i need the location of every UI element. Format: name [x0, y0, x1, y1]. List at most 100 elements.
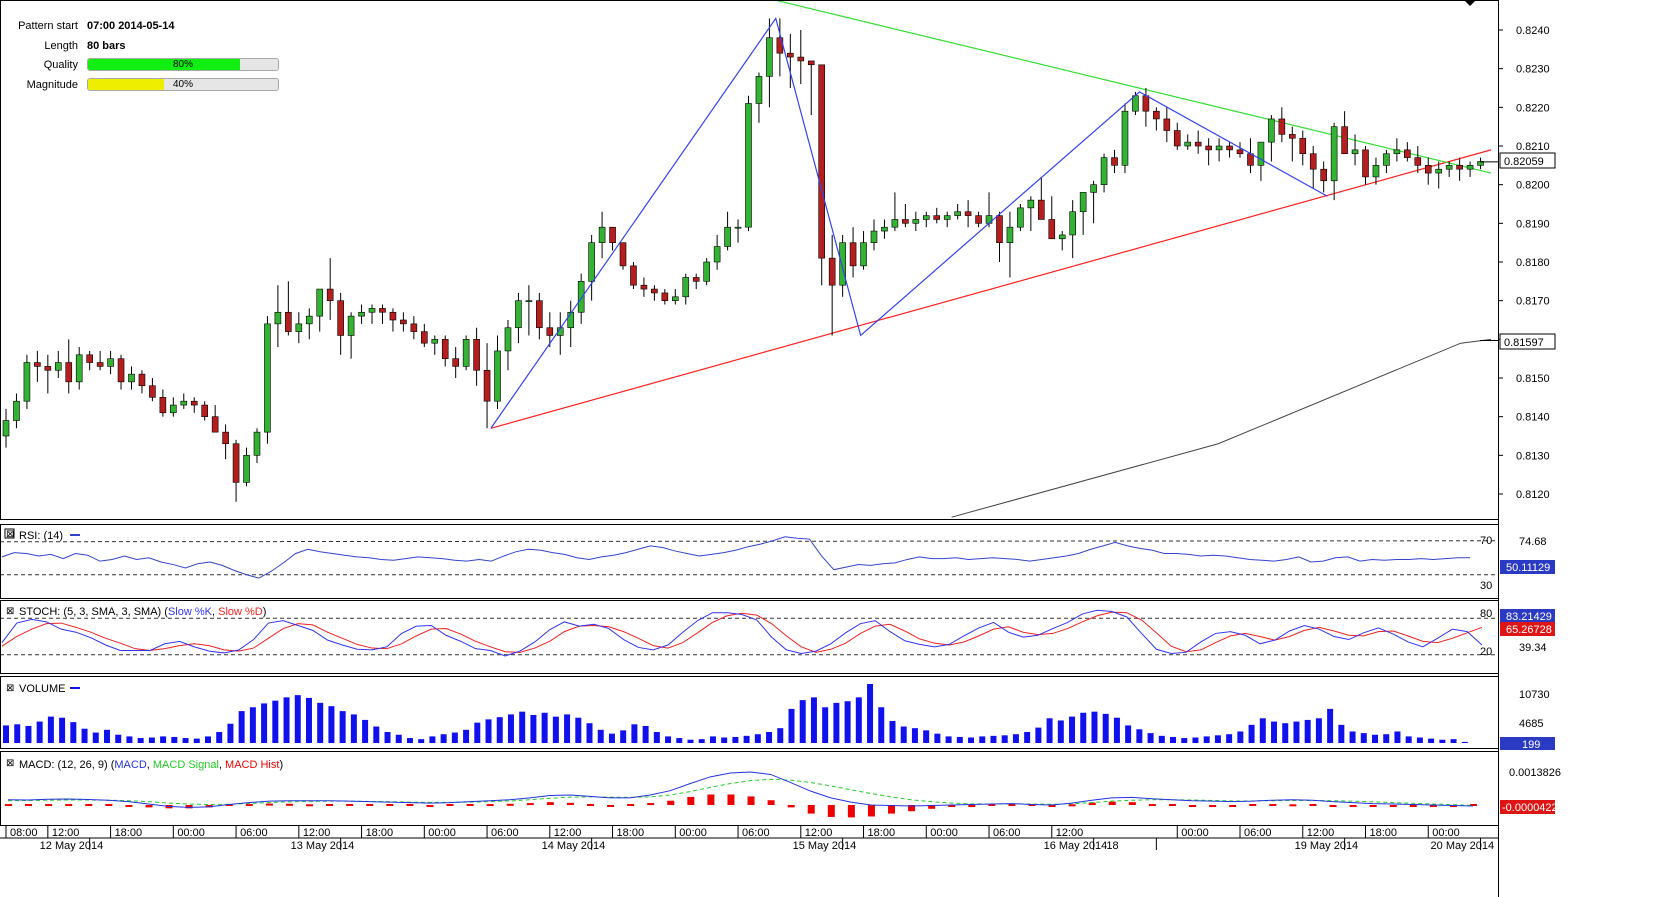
candle-body: [1079, 192, 1087, 213]
macd-hist-bar: [245, 804, 253, 807]
candle-body: [96, 362, 104, 367]
hour-tick-label: 06:00: [1244, 827, 1272, 839]
macd-tick: 0.0013826: [1509, 767, 1561, 779]
rsi-current-tag: [1500, 560, 1555, 574]
volume-bar: [81, 728, 88, 743]
macd-hist-bar: [707, 794, 715, 805]
volume-bar: [1259, 718, 1266, 743]
volume-collapse-mark[interactable]: ⊠: [6, 683, 14, 694]
hour-tick-label: 12:00: [554, 827, 582, 839]
volume-bar: [1214, 735, 1221, 743]
hour-tick-label: 18:00: [1370, 827, 1398, 839]
rsi-collapse-icon[interactable]: [4, 528, 15, 539]
date-tick-label: 18: [1106, 840, 1118, 852]
volume-bar: [1349, 731, 1356, 743]
length-value: 80 bars: [87, 40, 126, 52]
macd-panel[interactable]: [5, 771, 1477, 818]
macd-hist-bar: [787, 805, 795, 808]
candle-body: [630, 265, 637, 286]
hour-tick-label: 00:00: [930, 827, 958, 839]
macd-hist-bar: [566, 802, 574, 805]
candle-body: [274, 311, 282, 325]
candle-body: [525, 300, 533, 302]
candle-body: [588, 242, 595, 282]
volume-bar: [272, 700, 279, 743]
candle-body: [305, 315, 313, 325]
candle-body: [326, 288, 334, 301]
macd-hist-bar: [988, 804, 996, 806]
price-tick-label: 0.8190: [1516, 218, 1550, 230]
macd-hist-bar: [306, 804, 314, 807]
volume-bar: [1181, 738, 1188, 743]
volume-panel[interactable]: [3, 684, 1468, 743]
volume-bar: [990, 735, 997, 743]
stoch-collapse-mark[interactable]: ⊠: [6, 606, 14, 617]
volume-bar: [597, 729, 604, 743]
volume-bar: [1315, 718, 1322, 743]
macd-hist-bar: [386, 804, 394, 806]
dropdown-arrow-icon[interactable]: [1464, 0, 1476, 6]
candle-body: [598, 226, 606, 243]
volume-bar: [451, 732, 458, 743]
candle-body: [1173, 130, 1181, 147]
volume-bar: [283, 697, 290, 743]
macd-title: MACD: (12, 26, 9) (MACD, MACD Signal, MA…: [19, 759, 283, 771]
candle-body: [609, 226, 616, 243]
macd-title-text: MACD: (12, 26, 9): [19, 759, 108, 771]
volume-bar: [1428, 738, 1435, 743]
candle-body: [483, 369, 491, 402]
price-tick-label: 0.8230: [1516, 64, 1550, 76]
candle-body: [107, 358, 114, 367]
volume-bar: [968, 737, 975, 743]
candle-body: [1466, 165, 1474, 170]
macd-collapse-mark[interactable]: ⊠: [6, 758, 14, 769]
candle-body: [347, 315, 355, 336]
macd-hist-bar: [847, 805, 855, 818]
candle-body: [713, 246, 721, 263]
rsi-panel[interactable]: [0, 536, 1499, 579]
candle-body: [964, 211, 972, 216]
macd-hist-bar: [1168, 804, 1176, 806]
volume-bar: [70, 722, 77, 743]
volume-bar: [956, 736, 963, 743]
volume-bar: [1192, 737, 1199, 743]
stoch-d-label: Slow %D: [218, 606, 263, 618]
panel-labels: ⊠ RSI: (14) ⊠ STOCH: (5, 3, SMA, 3, SMA)…: [4, 528, 283, 771]
candle-body: [1100, 157, 1108, 185]
candle-body: [1017, 207, 1024, 228]
candle-body: [745, 103, 752, 228]
volume-bar: [1304, 719, 1311, 743]
macd-hist-bar: [125, 805, 133, 807]
stoch-title: STOCH: (5, 3, SMA, 3, SMA) (Slow %K, Slo…: [19, 606, 266, 618]
volume-bar: [25, 725, 32, 743]
candle-body: [1027, 199, 1035, 209]
volume-bar: [564, 714, 571, 743]
volume-bar: [238, 711, 245, 743]
candle-body: [661, 292, 669, 301]
macd-hist-bar: [948, 805, 956, 807]
volume-bar: [788, 708, 795, 743]
quality-bar-text: 80%: [172, 59, 193, 70]
macd-hist-bar: [25, 804, 33, 806]
volume-bar: [777, 728, 784, 743]
volume-bar: [979, 736, 986, 743]
magnitude-bar: 40%: [87, 78, 279, 91]
candle-body: [1383, 153, 1390, 166]
volume-bar: [3, 725, 9, 743]
candle-body: [170, 404, 177, 414]
candle-body: [1194, 141, 1202, 147]
macd-hist-bar: [1269, 804, 1277, 806]
candle-body: [421, 331, 428, 344]
stochastic-panel[interactable]: [0, 609, 1498, 657]
volume-bar: [193, 738, 200, 743]
candle-body: [337, 300, 344, 336]
volume-bar: [418, 739, 425, 743]
date-tick-label: 14 May 2014: [542, 840, 606, 852]
macd-hist-bar: [1369, 805, 1377, 807]
hour-tick-label: 06:00: [993, 827, 1021, 839]
price-panel[interactable]: [2, 0, 1498, 518]
candle-body: [400, 319, 407, 325]
date-tick-label: 12 May 2014: [40, 840, 104, 852]
